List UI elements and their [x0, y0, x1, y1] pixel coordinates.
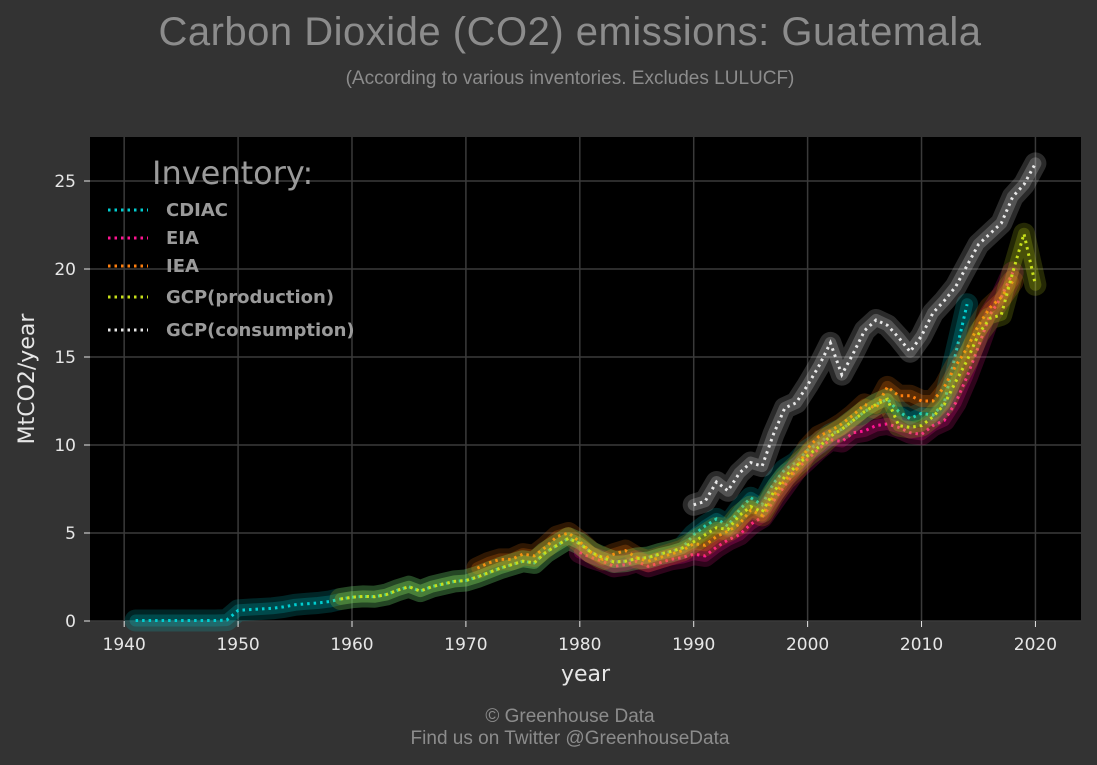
legend-label-cdiac: CDIAC: [166, 200, 228, 221]
legend-label-eia: EIA: [166, 228, 199, 249]
x-tick-label: 1960: [330, 635, 373, 655]
copyright-text: © Greenhouse Data: [485, 706, 655, 727]
series-line-iea: [476, 280, 1014, 570]
x-tick-label: 1990: [672, 635, 715, 655]
y-tick-label: 20: [54, 260, 76, 280]
series-layer: [124, 152, 1047, 632]
chart-title: Carbon Dioxide (CO2) emissions: Guatemal…: [158, 10, 982, 54]
x-tick-label: 2000: [786, 635, 829, 655]
x-tick-label: 2010: [900, 635, 943, 655]
x-tick-label: 1950: [216, 635, 259, 655]
x-axis-title: year: [561, 662, 611, 687]
x-tick-label: 2020: [1014, 635, 1057, 655]
y-tick-label: 5: [65, 524, 76, 544]
x-tick-label: 1940: [103, 635, 146, 655]
x-tick-label: 1980: [558, 635, 601, 655]
y-axis-title: MtCO2/year: [15, 313, 40, 445]
legend-title: Inventory:: [152, 154, 313, 192]
y-tick-label: 10: [54, 436, 76, 456]
series-line-gcp-production: [340, 233, 1037, 601]
legend-label-gcp-production: GCP(production): [166, 287, 334, 308]
series-line-cdiac: [135, 303, 969, 622]
twitter-text: Find us on Twitter @GreenhouseData: [410, 728, 730, 749]
y-tick-label: 0: [65, 612, 76, 632]
y-tick-label: 25: [54, 172, 76, 192]
x-tick-label: 1970: [444, 635, 487, 655]
y-tick-label: 15: [54, 348, 76, 368]
series-line-gcp-consumption: [693, 162, 1037, 507]
axes: 1940 1950 1960 1970 1980 1990 2000 2010 2020 0 5 10…: [54, 172, 1057, 655]
legend: Inventory: CDIAC EIA IEA GCP(production) GCP…: [108, 154, 355, 341]
plot-area: [90, 137, 1081, 621]
chart-subtitle: (According to various inventories. Exclu…: [345, 68, 795, 89]
legend-label-iea: IEA: [166, 256, 199, 277]
legend-label-gcp-consumption: GCP(consumption): [166, 320, 355, 341]
